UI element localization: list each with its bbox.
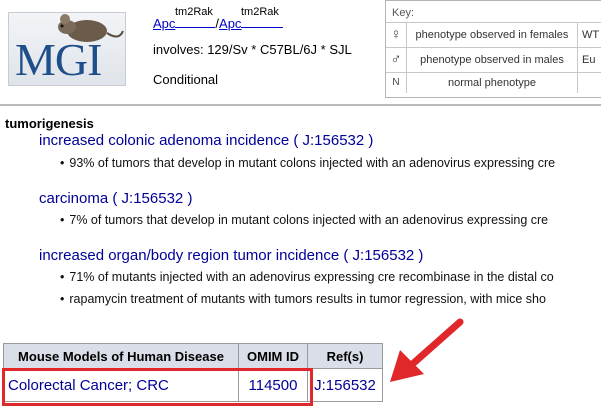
key-row: ♂ phenotype observed in males Eu (386, 48, 601, 73)
allele-b-superscript: tm2Rak (241, 6, 279, 18)
reference-link[interactable]: J:156532 (302, 132, 365, 149)
term-link[interactable]: increased colonic adenoma incidence (39, 132, 290, 149)
omim-link[interactable]: 114500 (248, 376, 298, 394)
disease-cell: Colorectal Cancer; CRC (3, 368, 239, 402)
reference-link[interactable]: J:156532 (352, 247, 415, 264)
mgi-logo[interactable]: MGI (8, 12, 126, 86)
phenotype-note: 71% of mutants injected with an adenovir… (60, 270, 553, 284)
phenotype-note: 93% of tumors that develop in mutant col… (60, 156, 555, 170)
table-header-row: Mouse Models of Human Disease OMIM ID Re… (3, 343, 383, 369)
key-extra: Eu (582, 54, 596, 66)
allele-b-link[interactable]: Apc (219, 16, 242, 31)
column-header-refs: Ref(s) (307, 343, 383, 369)
allele-a-link[interactable]: Apc (153, 16, 176, 31)
omim-cell: 114500 (238, 368, 308, 402)
column-header-omim: OMIM ID (238, 343, 308, 369)
key-desc: phenotype observed in males (407, 48, 578, 72)
reference-link[interactable]: J:156532 (314, 376, 376, 394)
key-extra: WT (582, 29, 600, 41)
allele-separator: / (215, 16, 220, 31)
genetic-background: involves: 129/Sv * C57BL/6J * SJL (153, 42, 352, 57)
header-divider (0, 104, 601, 106)
table-row: Colorectal Cancer; CRC 114500 J:156532 (3, 368, 383, 402)
phenotype-key: Key: ♀ phenotype observed in females WT … (385, 0, 601, 98)
phenotype-note: 7% of tumors that develop in mutant colo… (60, 213, 548, 227)
normal-symbol: N (386, 73, 407, 93)
phenotype-term: increased organ/body region tumor incide… (39, 247, 424, 264)
male-icon: ♂ (386, 48, 407, 72)
section-title: tumorigenesis (5, 116, 94, 131)
term-link[interactable]: carcinoma (39, 190, 109, 207)
column-header-disease: Mouse Models of Human Disease (3, 343, 239, 369)
term-link[interactable]: increased organ/body region tumor incide… (39, 247, 340, 264)
phenotype-term: carcinoma ( J:156532 ) (39, 190, 193, 207)
allele-a-superscript: tm2Rak (175, 6, 213, 18)
ref-cell: J:156532 (307, 368, 383, 402)
key-extra (578, 73, 582, 93)
conditional-label: Conditional (153, 72, 219, 87)
mouse-icon (58, 14, 124, 42)
phenotype-note: rapamycin treatment of mutants with tumo… (60, 292, 546, 306)
key-desc: normal phenotype (407, 73, 578, 93)
reference-link[interactable]: J:156532 (121, 190, 184, 207)
disease-link[interactable]: Colorectal Cancer; CRC (8, 376, 169, 394)
disease-models-table: Mouse Models of Human Disease OMIM ID Re… (3, 343, 383, 402)
key-desc: phenotype observed in females (407, 23, 578, 47)
phenotype-term: increased colonic adenoma incidence ( J:… (39, 132, 374, 149)
logo-text: MGI (15, 34, 102, 85)
red-arrow-icon (390, 318, 464, 382)
key-title: Key: (386, 1, 601, 23)
key-row: ♀ phenotype observed in females WT (386, 23, 601, 48)
female-icon: ♀ (386, 23, 407, 47)
key-row: N normal phenotype (386, 73, 601, 93)
page-header: MGI tm2Rak tm2Rak Apc/Apc involves: 129/… (0, 0, 601, 103)
